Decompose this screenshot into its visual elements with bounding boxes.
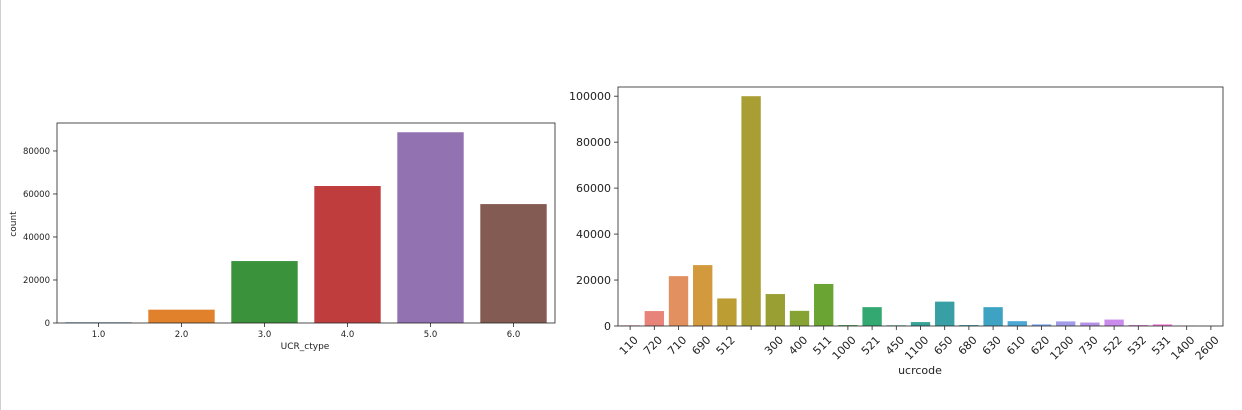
- y-tick-label: 80000: [23, 147, 50, 157]
- y-tick-label: 80000: [576, 136, 611, 149]
- plot-frame: [617, 86, 1224, 327]
- bar: [789, 310, 810, 326]
- bar: [693, 265, 713, 326]
- y-tick-label: 60000: [23, 190, 50, 200]
- bar: [935, 301, 955, 326]
- x-tick-label: 1100: [902, 334, 931, 363]
- bars: [65, 132, 547, 323]
- x-axis-label: ucrcode: [898, 364, 942, 377]
- y-axis-label: count: [9, 211, 19, 237]
- ucr-ctype-count-chart: 0 20000 40000 60000 80000 1.0 2.0 3.0 4.0 5.0 6.0…: [9, 122, 556, 352]
- x-tick-label: 1000: [830, 334, 859, 363]
- bar: [959, 325, 979, 326]
- bar: [717, 298, 737, 326]
- bar: [838, 325, 858, 326]
- plot-frame: [56, 122, 556, 324]
- x-tick-label: 690: [689, 334, 713, 358]
- bar: [480, 204, 547, 323]
- x-ticks: 1.0 2.0 3.0 4.0 5.0 6.0: [92, 323, 521, 340]
- cell-left-border: [0, 0, 1, 410]
- bars: [620, 96, 1221, 326]
- bar: [1056, 321, 1076, 326]
- y-tick-label: 60000: [576, 182, 611, 195]
- bar: [397, 132, 464, 323]
- bar: [910, 322, 931, 326]
- y-tick-label: 20000: [23, 276, 50, 286]
- y-tick-label: 40000: [576, 228, 611, 241]
- x-tick-label: 680: [956, 334, 980, 358]
- y-ticks: 0 20000 40000 60000 80000: [23, 147, 57, 329]
- x-tick-label: 1200: [1047, 334, 1076, 363]
- bar: [314, 186, 381, 323]
- y-tick-label: 40000: [23, 233, 50, 243]
- bar: [862, 307, 882, 326]
- x-tick-label: 2.0: [175, 330, 189, 340]
- bar: [814, 283, 834, 326]
- bar: [1152, 324, 1173, 326]
- x-tick-label: 512: [714, 334, 738, 358]
- bar: [231, 261, 298, 323]
- y-tick-label: 20000: [576, 274, 611, 287]
- bar: [668, 276, 689, 326]
- x-tick-label: 720: [641, 334, 665, 358]
- y-tick-label: 100000: [569, 90, 611, 103]
- x-tick-label: 522: [1101, 334, 1125, 358]
- bar: [1007, 321, 1027, 326]
- bar: [1031, 324, 1052, 326]
- x-tick-label: 650: [931, 334, 955, 358]
- bar: [1080, 322, 1100, 326]
- x-tick-label: 1400: [1168, 334, 1197, 363]
- x-tick-label: 532: [1125, 334, 1149, 358]
- y-tick-label: 0: [604, 320, 611, 333]
- x-tick-label: 300: [762, 334, 786, 358]
- x-tick-label: 3.0: [258, 330, 272, 340]
- bar: [741, 96, 761, 326]
- bar: [1104, 319, 1124, 326]
- x-tick-label: 1.0: [92, 330, 106, 340]
- x-tick-label: 521: [859, 334, 883, 358]
- bar: [983, 307, 1003, 326]
- x-tick-label: 6.0: [507, 330, 521, 340]
- x-tick-label: 400: [786, 334, 810, 358]
- x-axis-label: UCR_ctype: [281, 342, 330, 352]
- bar: [765, 294, 785, 326]
- x-tick-label: 4.0: [341, 330, 355, 340]
- x-tick-label: 110: [617, 334, 641, 358]
- y-tick-label: 0: [45, 319, 50, 329]
- x-tick-label: 610: [1004, 334, 1028, 358]
- x-tick-label: 2600: [1193, 334, 1222, 363]
- y-ticks: 0 20000 40000 60000 80000 100000: [569, 90, 618, 333]
- bar: [1128, 325, 1148, 326]
- x-tick-label: 630: [980, 334, 1004, 358]
- bar: [644, 311, 664, 326]
- bar: [148, 309, 215, 323]
- x-tick-label: 730: [1077, 334, 1101, 358]
- x-tick-label: 710: [665, 334, 689, 358]
- x-tick-label: 5.0: [424, 330, 438, 340]
